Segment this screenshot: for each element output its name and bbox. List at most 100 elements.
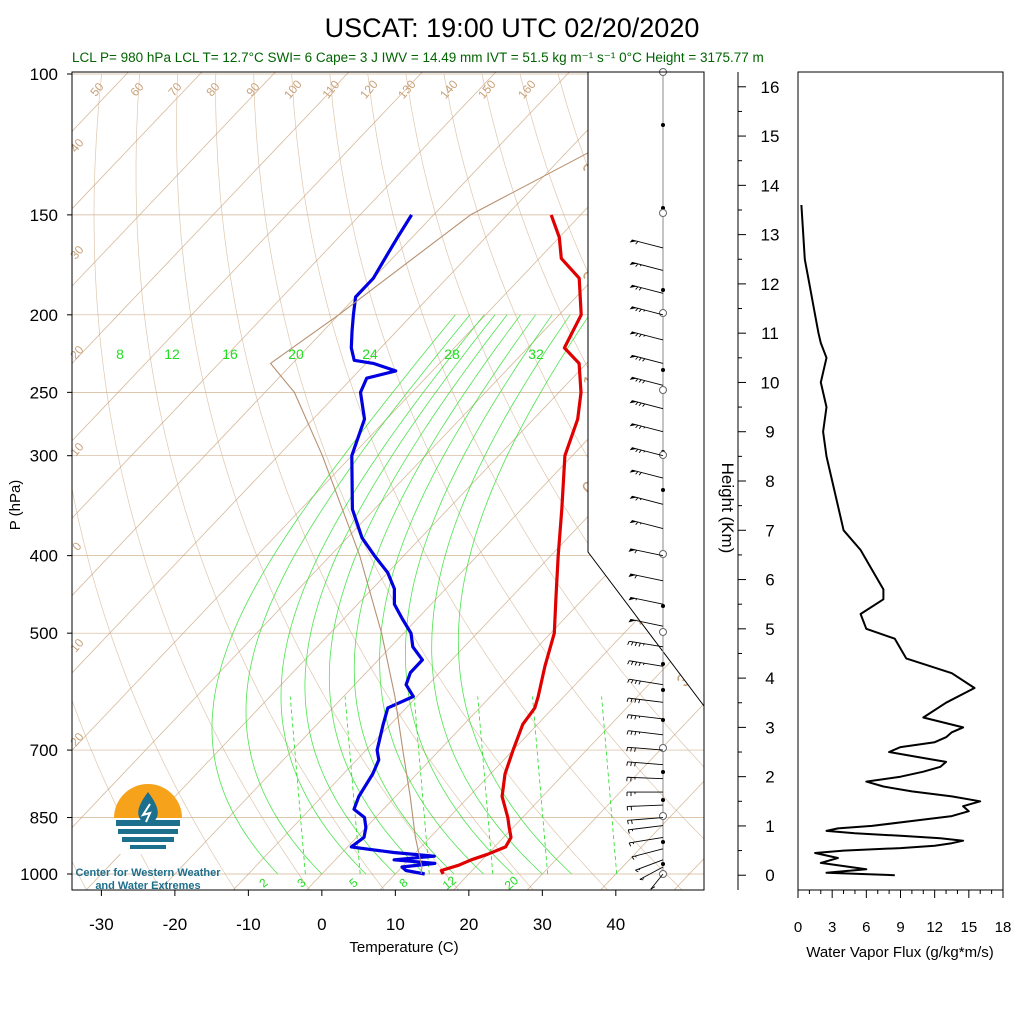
height-marker [661,206,665,210]
height-marker [661,488,665,492]
height-marker [661,862,665,866]
wind-barb [626,776,664,782]
wind-barb [628,548,664,557]
isotherm-line [526,703,704,890]
wind-barb [627,660,664,667]
mixing-ratio-label: 24 [362,346,378,362]
wind-barb [631,848,664,860]
dry-adiabat-line [93,73,311,890]
wind-barb [629,447,664,457]
cw3e-logo: Center for Western Weather and Water Ext… [75,784,221,892]
mixing-ratio-label: 28 [444,346,460,362]
pressure-tick-label: 500 [30,624,58,643]
mixing-ratio-line [413,696,430,875]
dry-adiabat-line [367,73,704,768]
pressure-tick-label: 1000 [20,865,58,884]
flux-tick-label: 6 [862,919,870,936]
wind-barb [626,761,664,767]
mixing-ratio-label: 8 [116,346,124,362]
moist-adiabat-line [431,314,571,875]
height-marker [661,368,665,372]
wind-barb [628,573,664,582]
wind-barb [629,354,664,364]
moist-adiabat-line [280,314,485,875]
height-marker [659,812,667,820]
mixing-ratio-label: 12 [164,346,180,362]
wind-barb [629,520,664,529]
temperature-tick-label: 10 [386,915,405,934]
height-marker [661,288,665,292]
flux-tick-label: 12 [926,919,943,936]
temperature-tick-label: -10 [236,915,261,934]
height-marker [659,628,667,636]
mixing-ratio-line [344,696,361,875]
skew-t-series [269,136,618,876]
wind-barb [629,495,664,505]
height-tick-label: 0 [765,866,774,885]
chart-title: USCAT: 19:00 UTC 02/20/2020 [325,13,700,43]
pressure-tick-label: 200 [30,306,58,325]
height-marker [661,840,665,844]
x-axis-label: Temperature (C) [349,939,458,956]
height-tick-label: 10 [761,373,780,392]
flux-tick-label: 0 [794,919,802,936]
wind-barb [629,376,664,386]
mixing-ratio-label: 32 [528,346,544,362]
height-tick-label: 1 [765,817,774,836]
wind-barb [627,640,664,648]
height-tick-label: 9 [765,423,774,442]
height-marker [661,688,665,692]
moist-adiabat-line [328,314,508,875]
temperature-tick-label: 0 [317,915,326,934]
height-tick-label: 5 [765,620,774,639]
isotherm-line [72,72,203,210]
flux-x-axis-label: Water Vapor Flux (g/kg*m/s) [806,944,994,961]
mixing-ratio-line [601,696,618,875]
pressure-tick-label: 700 [30,741,58,760]
wind-barb [626,746,664,752]
dry-adiabat-line [291,73,683,890]
height-marker [659,209,667,217]
mixing-ratio-line [532,696,549,875]
isotherm-line [72,72,350,365]
height-marker [661,604,665,608]
wind-barb [627,678,664,686]
height-marker [659,386,667,394]
isotherm-line [72,72,570,597]
wind-barb [650,873,664,890]
mixing-ratio-label: 20 [288,346,304,362]
pressure-tick-label: 150 [30,206,58,225]
isotherm-line [453,625,704,890]
flux-series [800,204,982,877]
height-tick-label: 2 [765,768,774,787]
wind-barb [629,261,664,271]
dry-adiabat-line [215,74,534,890]
pressure-tick-label: 850 [30,809,58,828]
isotherm-line [72,72,423,442]
isotherm-line [72,72,276,287]
flux-y-axis-label: Height (Km) [718,463,737,554]
height-marker [661,662,665,666]
height-marker [659,309,667,317]
wind-barb [626,714,664,720]
wind-barb [629,423,664,433]
wind-barb [629,331,664,341]
wind-barb [626,730,664,736]
moist-adiabat-line [353,314,521,875]
isotherm-line [72,72,644,674]
moist-adiabat-line [245,314,471,875]
wind-barb [629,400,664,410]
mixing-ratio-line [477,696,494,875]
wind-barb [629,239,664,249]
dry-adiabat-line [253,73,609,890]
mixing-ratio-line [289,696,306,875]
temperature-tick-label: 40 [606,915,625,934]
mixing-ratio-label: 16 [222,346,238,362]
wind-barb [627,825,664,834]
height-marker [661,770,665,774]
dry-adiabat-line [329,73,704,840]
moist-adiabat-line [404,314,553,875]
